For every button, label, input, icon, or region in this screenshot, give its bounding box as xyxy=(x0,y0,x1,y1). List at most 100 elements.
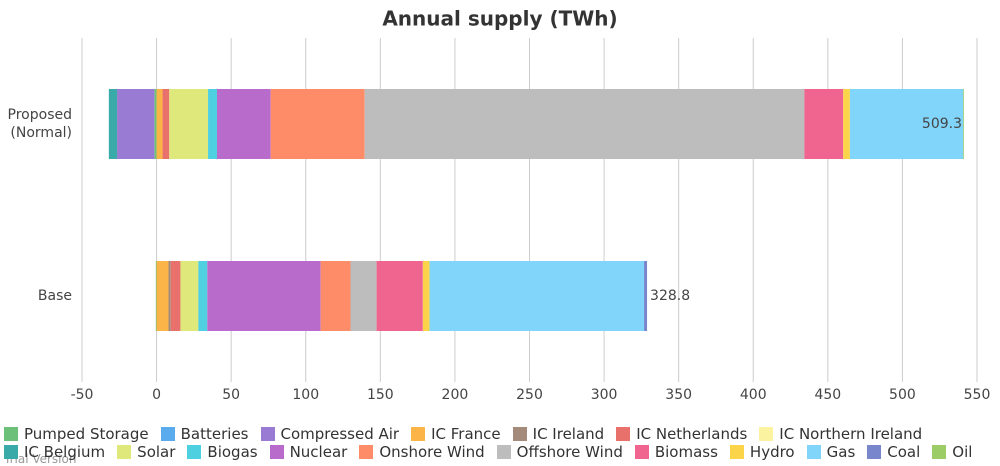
bar-segment xyxy=(169,89,209,159)
legend: Pumped Storage Batteries Compressed Air IC … xyxy=(4,425,1000,461)
legend-item: Onshore Wind xyxy=(359,443,485,461)
bar-segment xyxy=(376,261,423,331)
bar-segment xyxy=(162,89,170,159)
legend-swatch xyxy=(932,445,947,459)
legend-item: Solar xyxy=(117,443,175,461)
legend-swatch xyxy=(260,427,275,441)
legend-item: Batteries xyxy=(160,425,249,443)
legend-swatch xyxy=(4,445,18,459)
legend-label: Hydro xyxy=(749,443,795,461)
x-tick-label: 250 xyxy=(516,387,543,403)
bar-segment xyxy=(208,89,217,159)
y-tick-label: Base xyxy=(37,288,72,304)
legend-item: IC France xyxy=(411,425,501,443)
legend-swatch xyxy=(729,445,744,459)
x-tick-label: 50 xyxy=(222,387,240,403)
legend-item: Biogas xyxy=(187,443,258,461)
legend-swatch xyxy=(359,445,374,459)
legend-label: Gas xyxy=(826,443,856,461)
legend-item: Biomass xyxy=(634,443,718,461)
chart: Annual supply (TWh) -50 0 50 100 150 200 250 30… xyxy=(71,7,991,404)
bar-segment xyxy=(216,89,271,159)
bar-segment xyxy=(180,261,199,331)
bar-segment xyxy=(198,261,208,331)
bar-segment xyxy=(207,261,321,331)
legend-item: Nuclear xyxy=(269,443,348,461)
x-tick-label: 300 xyxy=(591,387,618,403)
legend-swatch xyxy=(496,445,511,459)
legend-label: IC Northern Ireland xyxy=(779,425,923,443)
bar-segment xyxy=(108,89,118,159)
bar-segment xyxy=(843,89,850,159)
legend-item: IC Northern Ireland xyxy=(759,425,922,443)
legend-item: Offshore Wind xyxy=(496,443,623,461)
legend-swatch xyxy=(867,445,882,459)
bar-segment xyxy=(429,261,645,331)
legend-swatch xyxy=(616,427,631,441)
legend-item: IC Belgium xyxy=(4,443,105,461)
bar-segment xyxy=(963,89,965,159)
legend-swatch xyxy=(411,427,426,441)
total-label: 328.8 xyxy=(650,288,690,304)
bar-segment xyxy=(156,89,163,159)
bar-segment xyxy=(804,89,844,159)
bar-segment xyxy=(117,89,155,159)
legend-label: Coal xyxy=(887,443,921,461)
legend-item: IC Ireland xyxy=(512,425,605,443)
x-tick-label: 400 xyxy=(740,387,767,403)
legend-label: Nuclear xyxy=(289,443,348,461)
bar-segment xyxy=(154,89,157,159)
bar-segment xyxy=(350,261,377,331)
legend-label: Solar xyxy=(137,443,176,461)
x-tick-label: 350 xyxy=(665,387,692,403)
legend-label: IC France xyxy=(431,425,501,443)
legend-swatch xyxy=(4,427,18,441)
legend-swatch xyxy=(160,427,175,441)
x-tick-label: 200 xyxy=(442,387,469,403)
legend-item: Coal xyxy=(867,443,920,461)
bar-segment xyxy=(270,89,365,159)
legend-label: Offshore Wind xyxy=(516,443,623,461)
bar-segment xyxy=(364,89,805,159)
legend-label: IC Netherlands xyxy=(636,425,748,443)
legend-item: Gas xyxy=(806,443,856,461)
bar-segment xyxy=(155,261,157,331)
chart-title: Annual supply (TWh) xyxy=(382,7,617,31)
legend-swatch xyxy=(806,445,821,459)
bar-segment xyxy=(168,261,171,331)
x-tick-label: 0 xyxy=(152,387,161,403)
legend-label: IC Belgium xyxy=(24,443,106,461)
bar-segment xyxy=(156,261,169,331)
legend-label: Batteries xyxy=(180,425,249,443)
legend-item: IC Netherlands xyxy=(616,425,747,443)
legend-label: IC Ireland xyxy=(532,425,605,443)
legend-swatch xyxy=(759,427,774,441)
legend-item: Hydro xyxy=(729,443,795,461)
total-label: 509.3 xyxy=(922,116,962,132)
legend-swatch xyxy=(269,445,284,459)
bar-segment xyxy=(422,261,430,331)
legend-label: Oil xyxy=(952,443,973,461)
x-tick-label: -50 xyxy=(71,387,94,403)
legend-label: Pumped Storage xyxy=(24,425,149,443)
legend-item: Pumped Storage xyxy=(4,425,149,443)
legend-label: Onshore Wind xyxy=(379,443,485,461)
legend-swatch xyxy=(634,445,649,459)
legend-swatch xyxy=(117,445,132,459)
legend-swatch xyxy=(512,427,527,441)
bar-segment xyxy=(170,261,181,331)
x-tick-label: 550 xyxy=(964,387,991,403)
bar-segment xyxy=(320,261,351,331)
y-tick-label: Proposed (Normal) xyxy=(7,107,72,141)
x-tick-label: 100 xyxy=(292,387,319,403)
legend-label: Compressed Air xyxy=(280,425,400,443)
legend-label: Biogas xyxy=(207,443,258,461)
legend-item: Oil xyxy=(932,443,972,461)
watermark: Trial Version xyxy=(4,452,77,466)
bar-segment xyxy=(849,89,964,159)
x-tick-label: 450 xyxy=(814,387,841,403)
legend-item: Compressed Air xyxy=(260,425,400,443)
legend-label: Biomass xyxy=(654,443,718,461)
bar-segment xyxy=(644,261,648,331)
x-tick-label: 500 xyxy=(889,387,916,403)
